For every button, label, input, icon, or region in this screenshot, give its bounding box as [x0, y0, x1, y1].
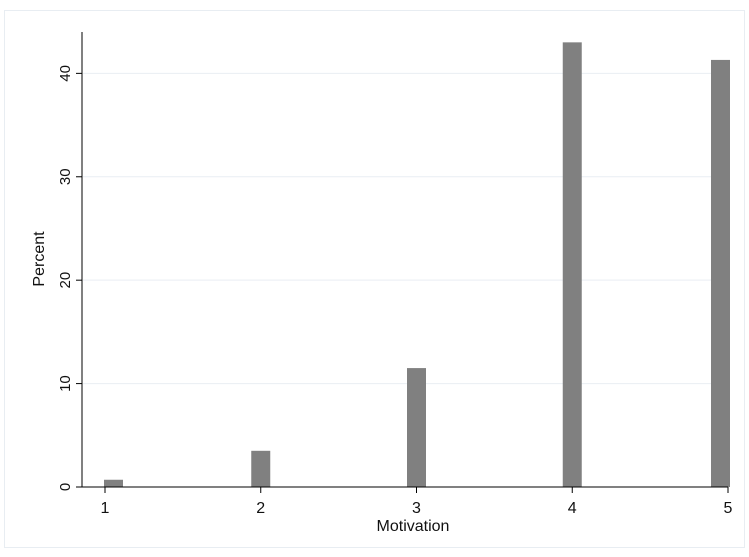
y-tick-label: 30 — [57, 168, 74, 185]
bar-1 — [104, 479, 123, 487]
x-tick-label: 2 — [256, 500, 265, 517]
bar-2 — [251, 450, 271, 487]
y-tick-label: 20 — [57, 272, 74, 289]
y-tick-label: 40 — [57, 65, 74, 82]
y-axis-label: Percent — [31, 231, 48, 287]
y-ticks: 0 10 20 30 40 — [57, 65, 82, 491]
x-tick-label: 3 — [412, 500, 421, 517]
axes — [81, 32, 728, 488]
x-tick-label: 1 — [101, 500, 110, 517]
chart-border — [4, 10, 745, 548]
bar-5 — [711, 59, 730, 487]
y-tick-label: 0 — [57, 483, 74, 491]
bar-3 — [407, 368, 426, 487]
bar-4 — [562, 42, 582, 487]
x-axis-label: Motivation — [377, 518, 450, 535]
x-tick-label: 5 — [724, 500, 733, 517]
y-tick-label: 10 — [57, 375, 74, 392]
gridlines — [83, 72, 728, 385]
x-ticks: 1 2 3 4 5 — [101, 487, 733, 517]
bars — [104, 42, 730, 487]
x-tick-label: 4 — [568, 500, 577, 517]
